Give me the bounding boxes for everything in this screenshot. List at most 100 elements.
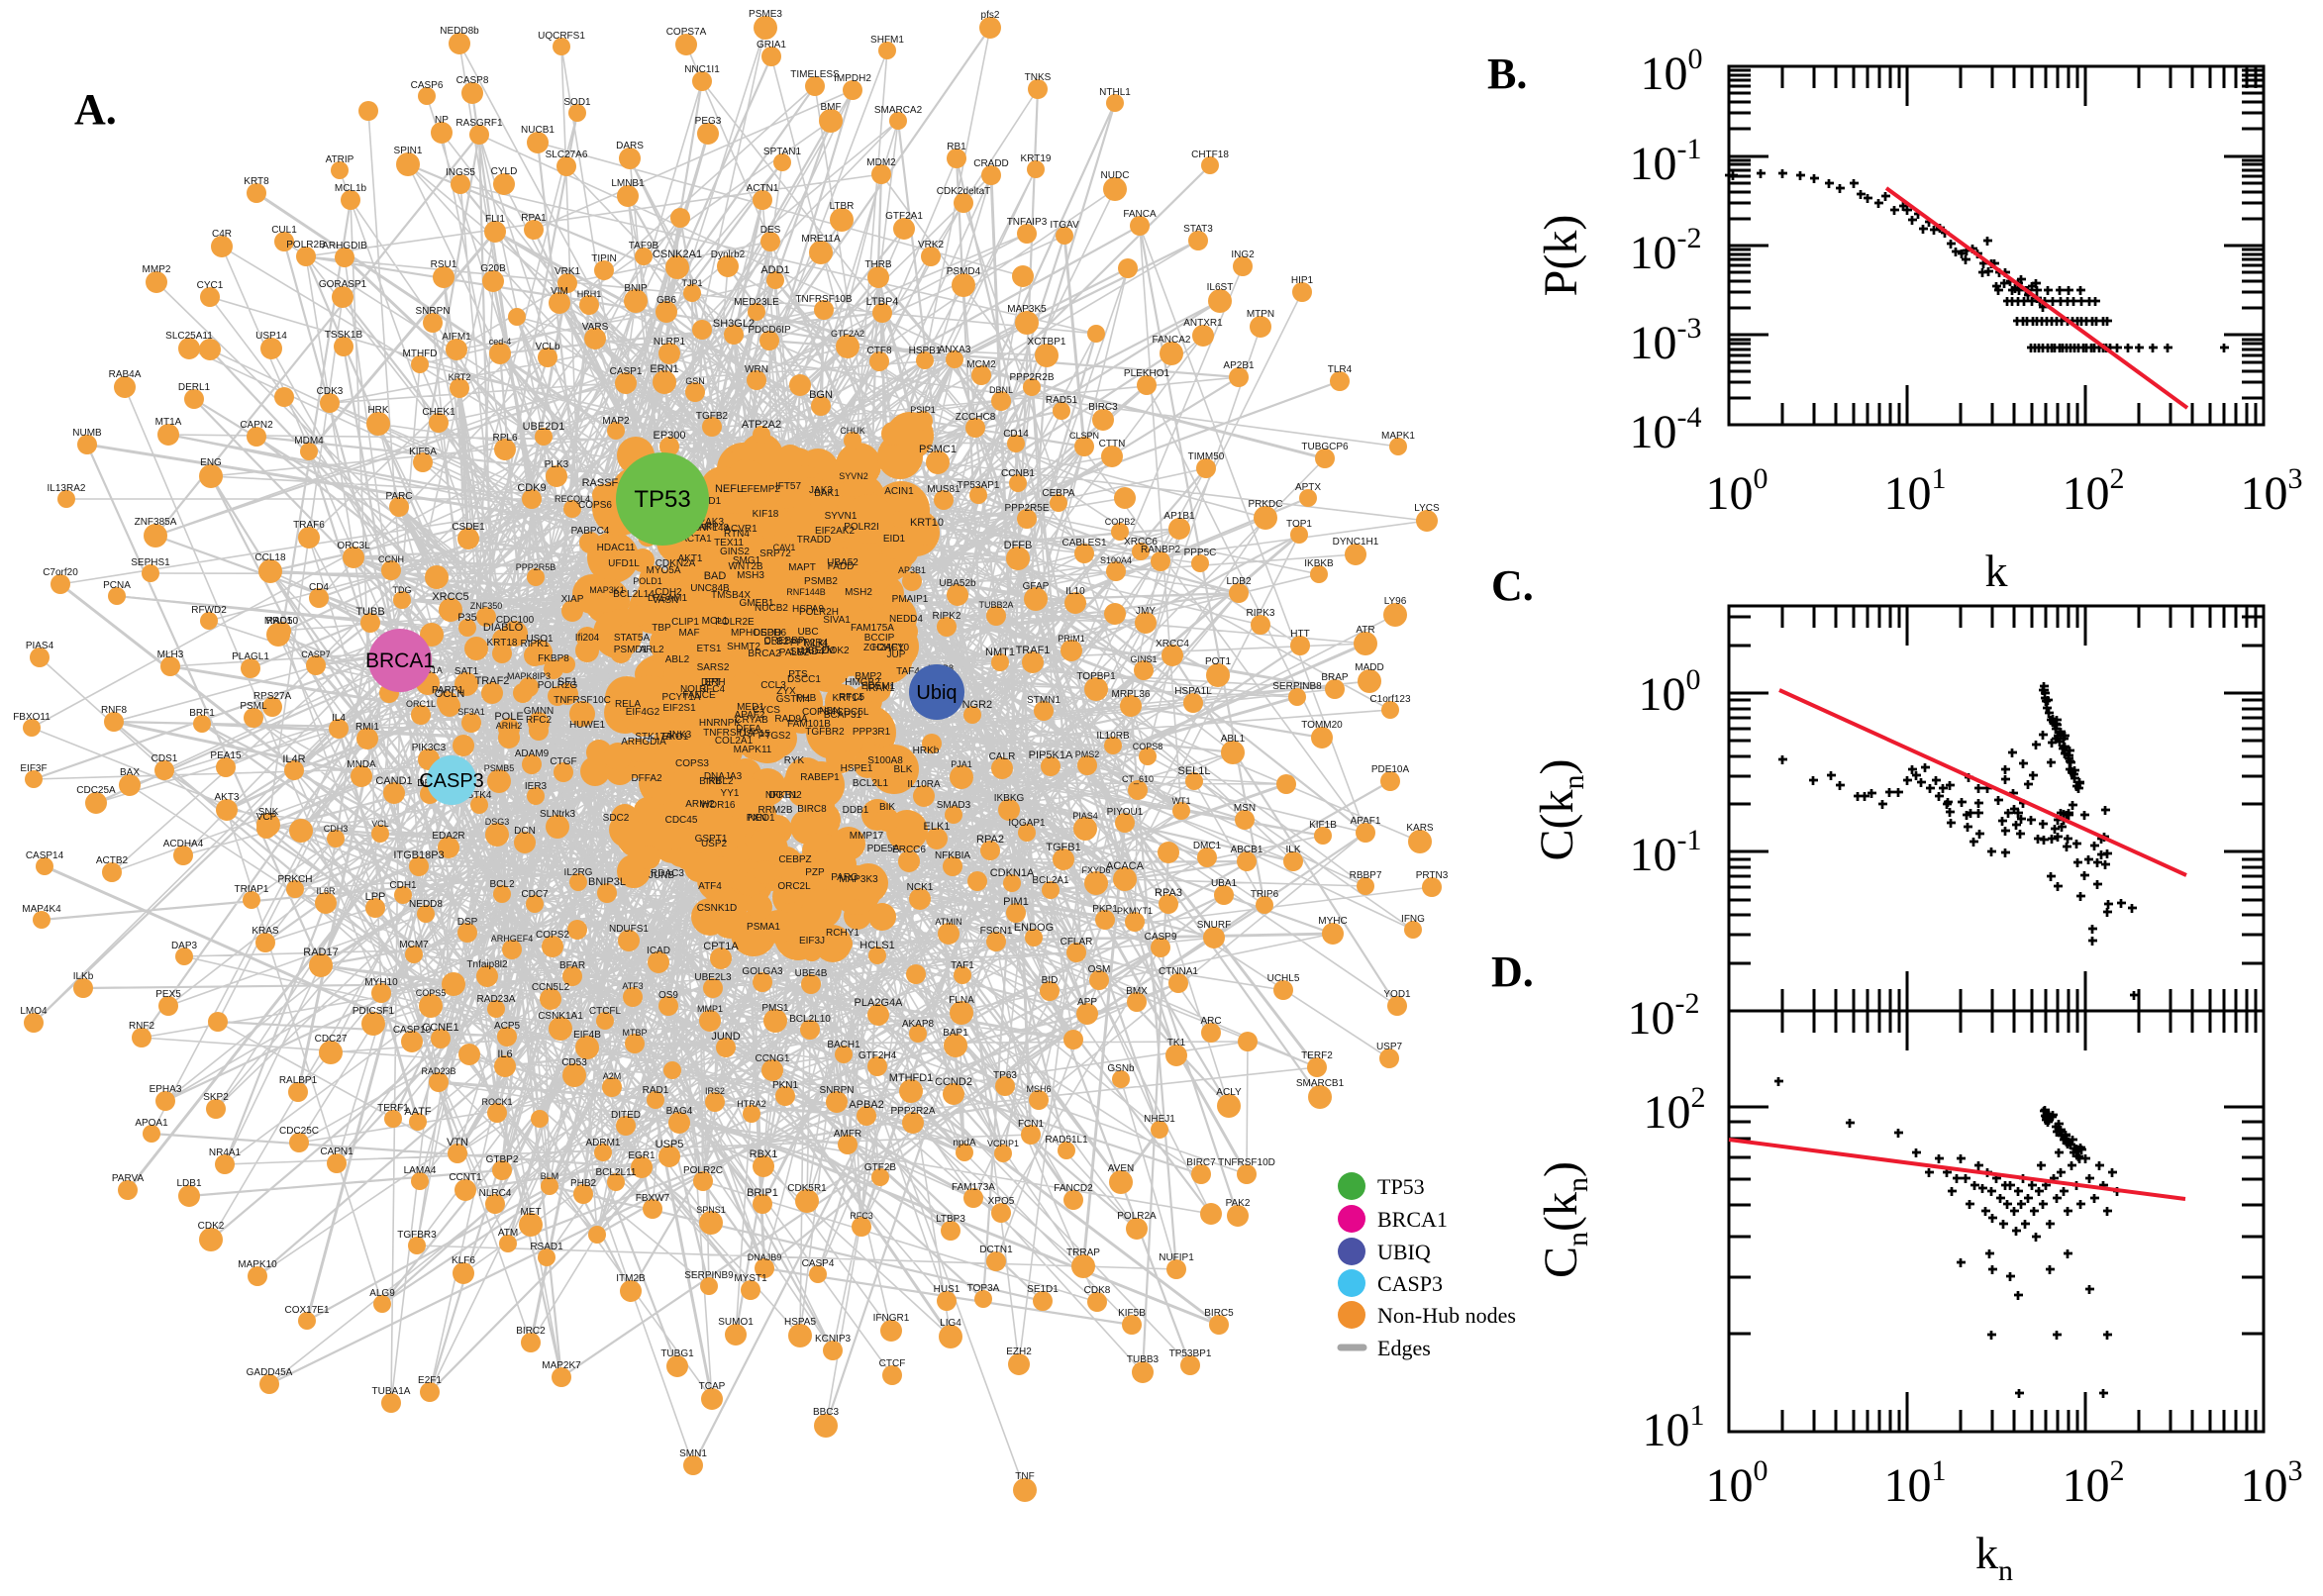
svg-text:SLNtrk3: SLNtrk3 [540,809,576,820]
svg-text:CDC25A: CDC25A [76,785,116,796]
svg-text:CASP14: CASP14 [26,850,64,861]
svg-text:POT1: POT1 [1205,656,1232,667]
svg-text:KRAS: KRAS [252,926,279,937]
svg-text:ABCB1: ABCB1 [1231,845,1263,855]
svg-text:PZP: PZP [805,867,825,878]
svg-text:BLK: BLK [894,764,913,775]
svg-text:PSMA1: PSMA1 [747,922,780,933]
svg-text:COX17E1: COX17E1 [284,1305,329,1316]
svg-text:NR4A1: NR4A1 [209,1147,242,1158]
svg-text:JMY: JMY [1136,606,1156,617]
svg-text:CASP4: CASP4 [802,1258,835,1269]
svg-text:COPS5: COPS5 [416,988,447,998]
svg-text:RPS27A: RPS27A [253,691,292,702]
svg-text:USO1: USO1 [526,634,554,645]
svg-text:ARHGEF4: ARHGEF4 [491,934,534,944]
svg-text:IRS2: IRS2 [705,1086,725,1096]
svg-text:BRF1: BRF1 [189,708,215,719]
svg-text:KRT8: KRT8 [244,176,269,187]
svg-text:SRP72: SRP72 [759,549,791,559]
svg-text:10-4: 10-4 [1630,401,1702,458]
svg-text:ced-4: ced-4 [489,337,512,347]
svg-text:FLI1: FLI1 [485,214,505,225]
svg-text:ZNF148: ZNF148 [693,523,730,534]
svg-text:Tnfaip8l2: Tnfaip8l2 [466,959,508,970]
svg-text:MRC1: MRC1 [264,616,293,627]
svg-text:SYVN1: SYVN1 [825,511,858,522]
svg-text:GTF2H4: GTF2H4 [858,1050,897,1061]
svg-text:PEA15: PEA15 [210,750,242,761]
svg-text:RBX1: RBX1 [750,1148,778,1160]
svg-text:H2AFY: H2AFY [872,643,905,653]
svg-text:RYK: RYK [784,755,805,766]
svg-text:PLK3: PLK3 [545,459,569,470]
svg-text:PCYT1A: PCYT1A [662,692,701,703]
svg-text:TGFB2: TGFB2 [696,411,729,422]
svg-text:EP300: EP300 [653,430,685,442]
svg-text:DSG3: DSG3 [485,817,510,827]
svg-text:HTRA2: HTRA2 [737,1099,766,1109]
svg-text:OSM: OSM [1088,964,1111,975]
svg-text:HSPE1: HSPE1 [841,763,873,774]
svg-text:POLD1: POLD1 [633,576,662,586]
svg-text:CTNNA1: CTNNA1 [1159,966,1198,977]
svg-text:HRKb: HRKb [913,746,940,756]
svg-text:CSNK1A1: CSNK1A1 [538,1011,583,1022]
svg-text:DYNC1H1: DYNC1H1 [1333,537,1379,548]
svg-text:USP7: USP7 [1376,1042,1403,1052]
svg-text:FSCN1: FSCN1 [980,926,1013,937]
svg-text:MYH10: MYH10 [364,977,398,988]
svg-text:PKN1: PKN1 [772,1080,799,1091]
svg-text:BACH1: BACH1 [827,1040,860,1050]
svg-text:MTPN: MTPN [1247,309,1274,320]
svg-text:CEBPZ: CEBPZ [778,854,811,865]
svg-text:XCTBP1: XCTBP1 [1028,337,1066,348]
svg-text:VCPIP1: VCPIP1 [987,1139,1019,1148]
svg-text:CRADD: CRADD [973,158,1009,169]
svg-text:UBE2D1: UBE2D1 [523,421,565,433]
svg-text:USP15: USP15 [739,729,770,740]
svg-text:POLR2B: POLR2B [286,240,326,250]
svg-text:ATR: ATR [1356,625,1374,636]
svg-text:HSPA5: HSPA5 [784,1317,816,1328]
svg-text:JNK3: JNK3 [667,730,692,741]
svg-text:103: 103 [2241,462,2303,520]
svg-text:pfs2: pfs2 [981,10,1000,21]
svg-text:WNT2B: WNT2B [729,561,763,572]
svg-text:APBA2: APBA2 [849,1099,883,1111]
svg-text:VRK1: VRK1 [555,266,581,277]
svg-text:Edges: Edges [1377,1336,1431,1360]
svg-text:USP14: USP14 [255,331,287,342]
svg-text:COPS7A: COPS7A [666,27,707,38]
svg-text:KIF5A: KIF5A [409,447,437,457]
svg-text:MMP2: MMP2 [143,264,171,275]
svg-text:ZYX: ZYX [776,686,796,697]
svg-text:AP1B1: AP1B1 [1163,511,1195,522]
svg-text:10-3: 10-3 [1630,312,1702,369]
svg-text:TCAP: TCAP [699,1381,726,1392]
svg-text:SNURF: SNURF [1197,920,1231,931]
svg-text:IL4R: IL4R [282,753,305,765]
svg-text:WDR16: WDR16 [700,800,735,811]
svg-text:XRCC4: XRCC4 [1156,639,1189,649]
svg-text:MDM2: MDM2 [866,157,896,168]
svg-text:ADD1: ADD1 [760,264,789,276]
svg-text:RPA2: RPA2 [976,834,1004,846]
svg-text:SPTAN1: SPTAN1 [763,147,802,157]
svg-text:MAP3K5: MAP3K5 [1007,304,1047,315]
svg-text:DITED: DITED [611,1110,641,1121]
svg-text:SEL1L: SEL1L [1177,765,1210,777]
svg-text:MADD: MADD [1355,662,1383,673]
svg-text:S100A8: S100A8 [867,755,903,766]
svg-text:RBBP7: RBBP7 [1350,870,1382,881]
svg-text:ACACA: ACACA [1106,860,1145,872]
svg-text:WRN: WRN [745,364,768,375]
svg-text:ATM: ATM [498,1228,518,1239]
svg-text:ZCCHC10: ZCCHC10 [863,643,910,653]
svg-text:MSH3: MSH3 [737,570,764,581]
svg-text:NEO1: NEO1 [748,813,775,824]
svg-text:EFEMP2: EFEMP2 [741,484,780,495]
svg-text:EIF3J: EIF3J [799,936,825,947]
svg-text:CDH1: CDH1 [389,880,417,891]
svg-text:BAX: BAX [120,767,140,778]
